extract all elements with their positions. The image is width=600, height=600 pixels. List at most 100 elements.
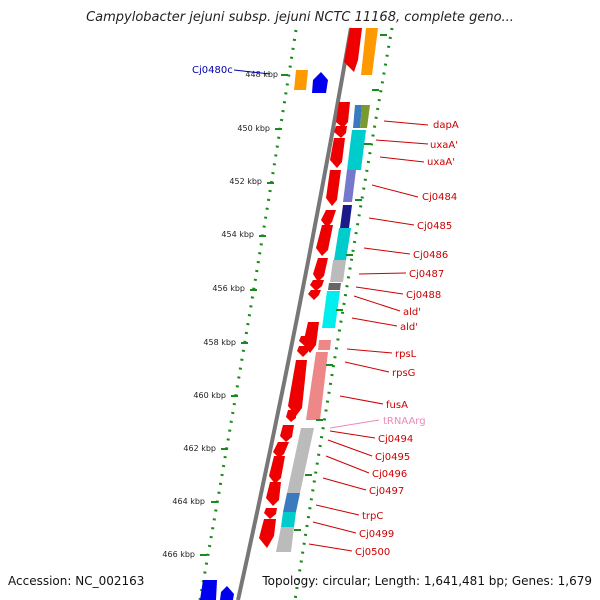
gene-label: ald': [400, 322, 418, 333]
gene-forward: [299, 336, 312, 347]
gene-cog-pink: [318, 340, 331, 350]
tick-label: 448 kbp: [245, 70, 278, 79]
label-leader: [346, 348, 393, 354]
gene-label: Cj0484: [422, 192, 457, 203]
gene-cog-orange: [361, 28, 378, 75]
gene-cog-cyan: [322, 291, 340, 328]
bottom-genes: [200, 580, 234, 600]
gene-cog-grey: [276, 527, 294, 552]
gene-label: Cj0487: [409, 269, 444, 280]
gene-reverse: [312, 72, 328, 93]
gene-forward: [286, 410, 296, 422]
gene-label: Cj0494: [378, 434, 413, 445]
gene-forward: [321, 210, 336, 228]
gene-cog-cyan: [347, 130, 366, 170]
gene-label: fusA: [386, 400, 408, 411]
gene-cog-grey: [287, 428, 314, 493]
tick-labels: 448 kbp 450 kbp 452 kbp 454 kbp 456 kbp …: [162, 70, 278, 559]
gene-label: Cj0497: [369, 486, 404, 497]
gene-forward: [334, 126, 347, 138]
backbone-arc: [236, 27, 353, 600]
tick-marks: [200, 74, 288, 556]
outer-tick-arc: [293, 27, 394, 600]
gene-label: Cj0485: [417, 221, 452, 232]
gene-label: trpC: [362, 511, 383, 522]
gene-label: Cj0500: [355, 547, 390, 558]
gene-reverse: [220, 586, 234, 600]
gene-forward: [344, 28, 362, 72]
gene-forward: [259, 519, 276, 548]
gene-label: Cj0499: [359, 529, 394, 540]
forward-genes: [259, 102, 350, 548]
gene-forward: [280, 425, 294, 442]
cog-blocks: [276, 105, 370, 552]
gene-label: Cj0496: [372, 469, 407, 480]
label-leader: [355, 286, 404, 295]
tick-label: 464 kbp: [172, 497, 205, 506]
gene-forward: [326, 170, 341, 206]
gene-cog-steelblue: [353, 105, 362, 128]
gene-cog-orange: [294, 70, 308, 90]
label-leader: [339, 395, 384, 405]
label-leader: [379, 156, 425, 163]
label-leader: [344, 361, 390, 373]
inner-tick-arc: [198, 29, 298, 600]
label-leader: [375, 139, 429, 145]
topology-summary: Topology: circular; Length: 1,641,481 bp…: [262, 574, 592, 588]
label-leader: [353, 295, 401, 312]
label-leader: [368, 217, 415, 226]
tick-label: 454 kbp: [221, 230, 254, 239]
tick-label: 450 kbp: [237, 124, 270, 133]
tick-label: 458 kbp: [203, 338, 236, 347]
gene-forward: [288, 360, 307, 416]
label-leader: [383, 120, 429, 126]
gene-cog-steelblue: [343, 170, 356, 202]
left-gene-labels: Cj0480c: [192, 65, 271, 76]
tick-label: 452 kbp: [229, 177, 262, 186]
gene-label: rpsG: [392, 368, 415, 379]
label-leader: [325, 455, 370, 474]
label-leader: [351, 317, 398, 327]
label-leader: [315, 504, 360, 516]
gene-forward: [269, 456, 285, 484]
gene-label-left: Cj0480c: [192, 65, 233, 76]
accession-text: Accession: NC_002163: [8, 574, 145, 588]
label-leader: [312, 521, 357, 534]
gene-cog-dark: [328, 283, 341, 290]
gene-reverse: [200, 580, 217, 600]
gene-label: ald': [403, 307, 421, 318]
gene-cog-olive: [360, 105, 370, 128]
gene-cog-grey: [330, 260, 346, 282]
gene-cog-pink: [306, 352, 328, 420]
label-leaders: [308, 120, 429, 552]
gene-label: Cj0486: [413, 250, 448, 261]
label-leader: [329, 419, 380, 429]
tick-label: 460 kbp: [193, 391, 226, 400]
tick-label: 462 kbp: [183, 444, 216, 453]
gene-forward: [273, 442, 289, 458]
gene-cog-steelblue: [283, 493, 300, 512]
gene-forward: [308, 290, 321, 300]
gene-cog-cyan: [281, 512, 296, 527]
gene-label: Cj0495: [375, 452, 410, 463]
gene-cog-cyan: [334, 228, 351, 260]
gene-forward: [336, 102, 350, 128]
tick-label: 466 kbp: [162, 550, 195, 559]
gene-label: dapA: [433, 120, 459, 131]
top-genes: [294, 28, 378, 93]
gene-forward: [297, 346, 310, 357]
gene-cog-navy: [340, 205, 352, 228]
outer-tick-marks: [294, 34, 387, 531]
label-leader: [233, 69, 271, 75]
label-leader: [358, 272, 407, 275]
label-leader: [308, 543, 353, 552]
gene-labels: dapA uxaA' uxaA' Cj0484 Cj0485 Cj0486 Cj…: [355, 120, 459, 558]
gene-label: tRNAArg: [383, 416, 426, 427]
gene-forward: [264, 508, 277, 519]
gene-label: rpsL: [395, 349, 417, 360]
label-leader: [327, 439, 373, 457]
gene-forward: [316, 225, 333, 256]
label-leader: [363, 247, 411, 255]
tick-label: 456 kbp: [212, 284, 245, 293]
